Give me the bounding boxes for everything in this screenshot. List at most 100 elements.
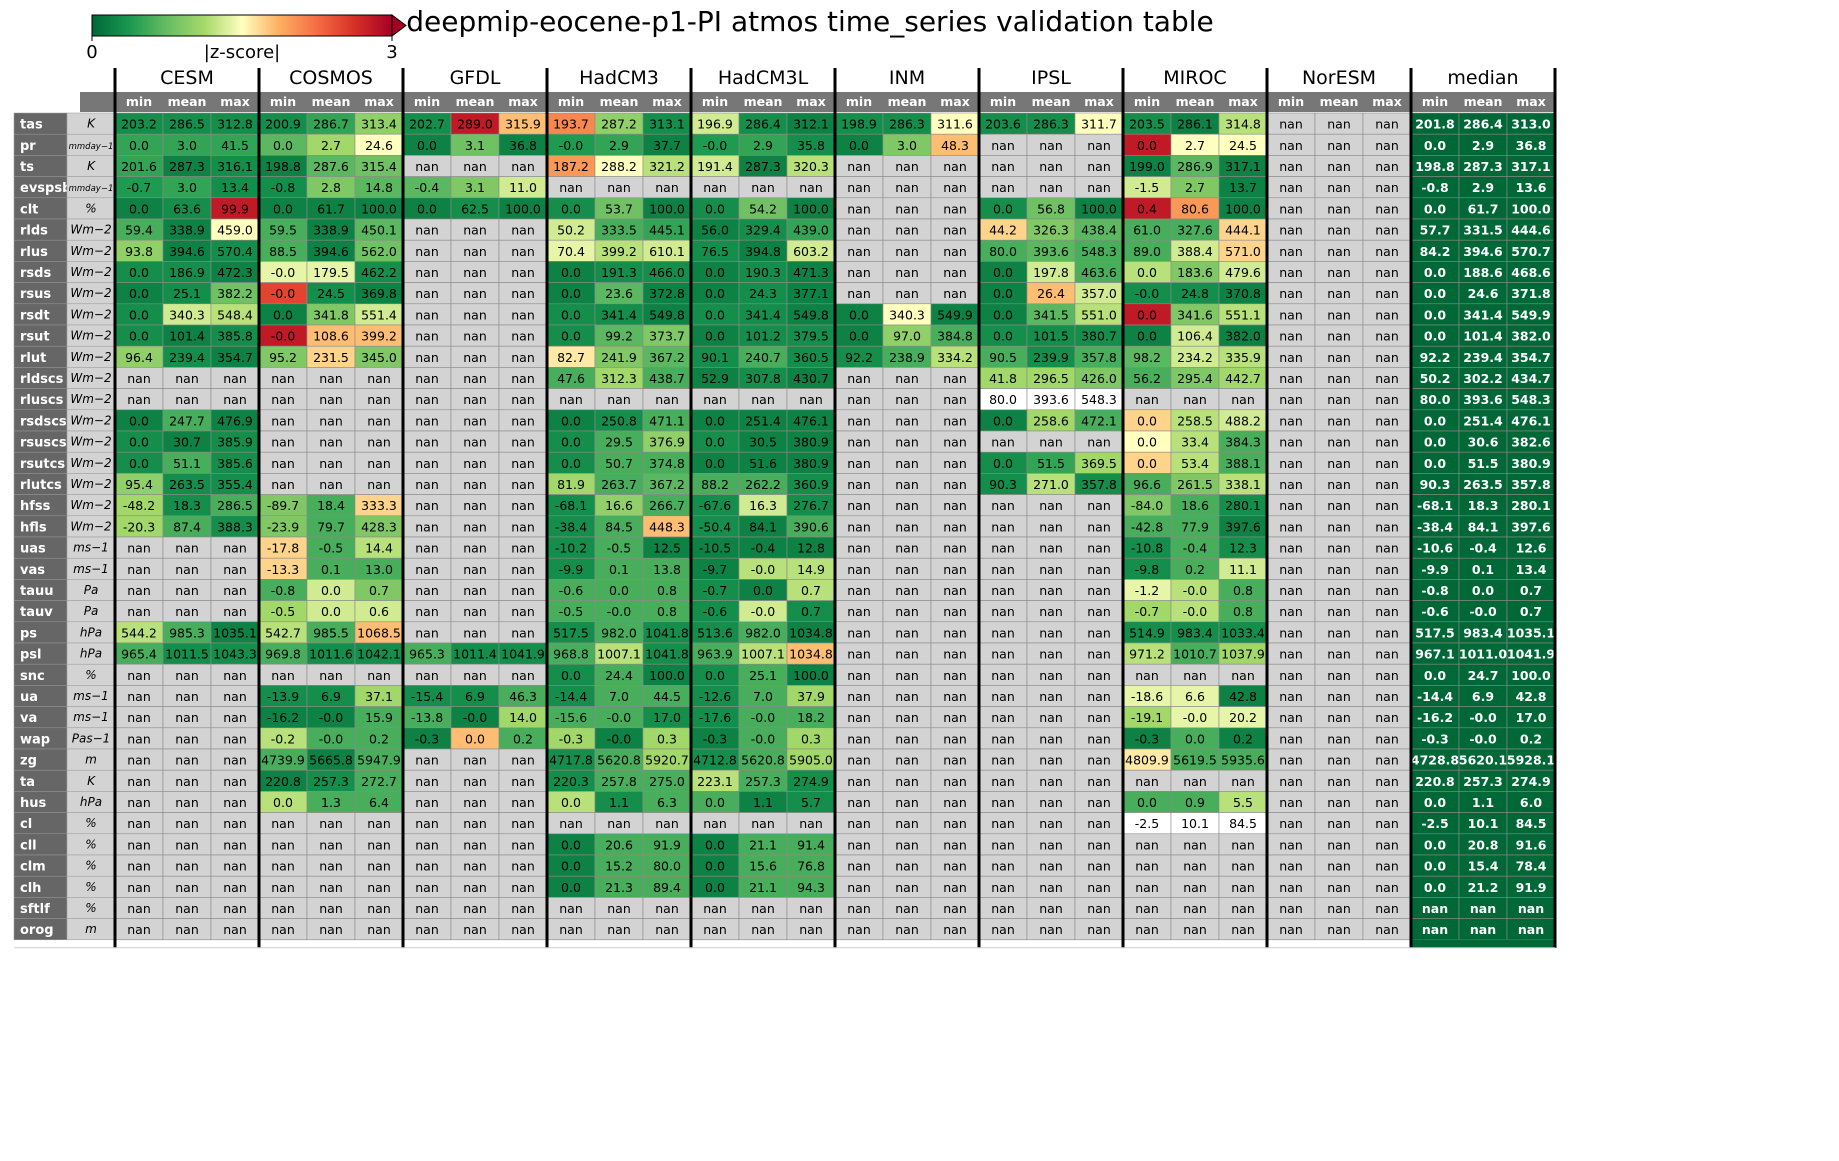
- cell-value: nan: [511, 456, 535, 471]
- cell-value: 0.0: [1137, 456, 1157, 471]
- cell-value: -0.3: [1135, 731, 1159, 746]
- cell-value: nan: [943, 816, 967, 831]
- cell-value: 95.4: [125, 477, 153, 492]
- cell-value: nan: [1327, 456, 1351, 471]
- cell-value: nan: [1231, 859, 1255, 874]
- cell-value: -0.0: [1469, 731, 1497, 746]
- stat-header: min: [126, 94, 152, 109]
- cell-value: 62.5: [461, 201, 489, 216]
- cell-value: nan: [1087, 180, 1111, 195]
- cell-value: 100.0: [649, 201, 685, 216]
- cell-value: nan: [847, 880, 871, 895]
- row-unit-label: K: [87, 117, 96, 131]
- cell-value: 0.0: [561, 435, 581, 450]
- cell-value: nan: [1375, 350, 1399, 365]
- cell-value: 345.0: [361, 350, 397, 365]
- cell-value: nan: [463, 307, 487, 322]
- cell-value: nan: [895, 710, 919, 725]
- cell-value: nan: [991, 859, 1015, 874]
- cell-value: nan: [1279, 837, 1303, 852]
- cell-value: nan: [1087, 731, 1111, 746]
- cell-value: nan: [1039, 541, 1063, 556]
- cell-value: -0.0: [1469, 604, 1497, 619]
- cell-value: nan: [943, 180, 967, 195]
- cell-value: nan: [847, 180, 871, 195]
- cell-value: nan: [1279, 583, 1303, 598]
- cell-value: nan: [1375, 244, 1399, 259]
- cell-value: nan: [847, 244, 871, 259]
- cell-value: nan: [991, 604, 1015, 619]
- cell-value: 234.2: [1177, 350, 1213, 365]
- cell-value: 41.5: [221, 138, 249, 153]
- cell-value: nan: [463, 371, 487, 386]
- cell-value: nan: [847, 265, 871, 280]
- cell-value: 10.1: [1468, 816, 1499, 831]
- row-var-label: tauu: [20, 584, 54, 599]
- cell-value: nan: [127, 604, 151, 619]
- cell-value: 0.0: [129, 201, 149, 216]
- cell-value: nan: [463, 562, 487, 577]
- cell-value: nan: [655, 392, 679, 407]
- cell-value: nan: [943, 223, 967, 238]
- cell-value: 7.0: [609, 689, 629, 704]
- cell-value: nan: [895, 159, 919, 174]
- cell-value: 220.3: [553, 774, 589, 789]
- cell-value: nan: [1327, 837, 1351, 852]
- cell-value: 91.4: [797, 837, 825, 852]
- cell-value: nan: [415, 371, 439, 386]
- cell-value: 286.5: [169, 117, 205, 132]
- cell-value: nan: [1375, 286, 1399, 301]
- cell-value: nan: [1039, 138, 1063, 153]
- cell-value: 1011.4: [453, 647, 497, 662]
- cell-value: nan: [847, 668, 871, 683]
- cell-value: nan: [1327, 859, 1351, 874]
- cell-value: 570.7: [1511, 244, 1551, 259]
- cell-value: nan: [463, 880, 487, 895]
- cell-value: 14.9: [797, 562, 825, 577]
- cell-value: nan: [319, 413, 343, 428]
- cell-value: nan: [415, 604, 439, 619]
- cell-value: nan: [1039, 859, 1063, 874]
- cell-value: nan: [1135, 837, 1159, 852]
- cell-value: 982.0: [601, 625, 637, 640]
- cell-value: nan: [991, 922, 1015, 937]
- row-var-label: zg: [20, 754, 37, 769]
- cell-value: nan: [799, 922, 823, 937]
- cell-value: nan: [367, 859, 391, 874]
- cell-value: nan: [895, 901, 919, 916]
- cell-value: nan: [943, 604, 967, 619]
- cell-value: 91.9: [653, 837, 681, 852]
- cell-value: nan: [943, 392, 967, 407]
- cell-value: nan: [1422, 922, 1448, 937]
- cell-value: nan: [127, 922, 151, 937]
- cell-value: 1035.1: [1507, 625, 1555, 640]
- cell-value: nan: [1375, 413, 1399, 428]
- cell-value: 549.9: [1511, 307, 1551, 322]
- cell-value: 1043.3: [213, 647, 257, 662]
- cell-value: nan: [463, 837, 487, 852]
- cell-value: nan: [1279, 498, 1303, 513]
- row-var-label: hus: [20, 796, 47, 811]
- cell-value: 471.1: [649, 413, 685, 428]
- cell-value: nan: [1375, 541, 1399, 556]
- cell-value: -0.0: [751, 604, 775, 619]
- cell-value: 50.2: [1420, 371, 1451, 386]
- cell-value: 335.9: [1225, 350, 1261, 365]
- cell-value: 223.1: [697, 774, 733, 789]
- cell-value: 21.1: [749, 880, 777, 895]
- cell-value: nan: [895, 753, 919, 768]
- row-var-label: rluscs: [20, 393, 64, 408]
- cell-value: nan: [1327, 519, 1351, 534]
- stat-header: mean: [888, 94, 927, 109]
- cell-value: -0.3: [1421, 731, 1448, 746]
- cell-value: nan: [1518, 901, 1544, 916]
- row-var-label: cl: [20, 817, 32, 832]
- cell-value: 3.0: [897, 138, 917, 153]
- cell-value: nan: [1087, 689, 1111, 704]
- cell-value: 36.8: [509, 138, 537, 153]
- cell-value: nan: [1279, 138, 1303, 153]
- cell-value: 544.2: [121, 625, 157, 640]
- cell-value: 91.9: [1516, 880, 1547, 895]
- cell-value: 0.0: [561, 201, 581, 216]
- cell-value: 262.2: [745, 477, 781, 492]
